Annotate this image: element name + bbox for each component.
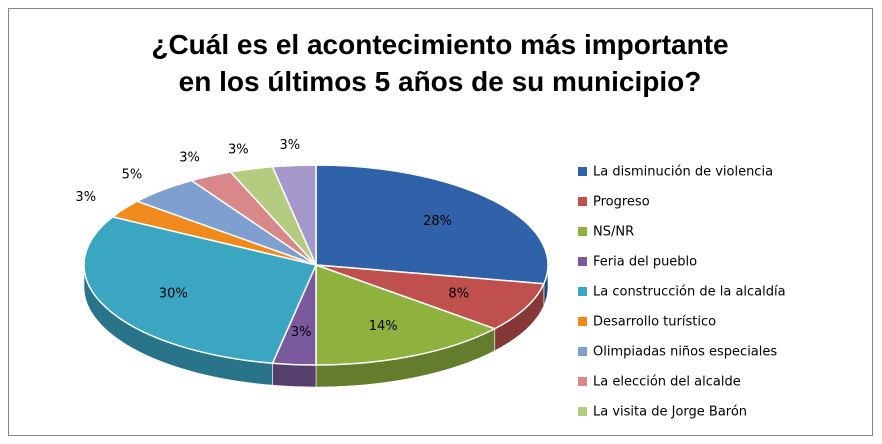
legend-swatch bbox=[578, 257, 587, 266]
chart-border bbox=[8, 8, 873, 436]
legend-swatch bbox=[578, 287, 587, 296]
legend-label: La elección del alcalde bbox=[593, 375, 741, 390]
pie-slice bbox=[315, 164, 549, 285]
data-label: 3% bbox=[228, 142, 249, 157]
pie-slice-side bbox=[272, 362, 317, 388]
data-label: 3% bbox=[179, 151, 200, 166]
legend-label: La disminución de violencia bbox=[593, 165, 773, 180]
data-label: 14% bbox=[369, 319, 398, 334]
legend-label: Feria del pueblo bbox=[593, 255, 697, 270]
legend-label: La visita de Jorge Barón bbox=[593, 405, 747, 420]
legend-swatch bbox=[578, 317, 587, 326]
pie-slice bbox=[83, 216, 318, 365]
data-label: 3% bbox=[291, 325, 312, 340]
data-label: 28% bbox=[423, 214, 452, 229]
pie-slice bbox=[271, 164, 317, 266]
legend-label: Progreso bbox=[593, 195, 650, 210]
legend-label: Olimpiadas niños especiales bbox=[593, 345, 777, 360]
legend-swatch bbox=[578, 377, 587, 386]
data-label: 3% bbox=[279, 138, 300, 153]
chart-title: ¿Cuál es el acontecimiento más important… bbox=[151, 29, 729, 97]
legend-swatch bbox=[578, 167, 587, 176]
pie-slice bbox=[315, 264, 546, 330]
legend-swatch bbox=[578, 197, 587, 206]
pie-slice bbox=[315, 263, 497, 366]
legend-label: La construcción de la alcaldía bbox=[593, 285, 786, 300]
data-label: 8% bbox=[448, 286, 469, 301]
data-label: 30% bbox=[159, 286, 188, 301]
legend-swatch bbox=[578, 347, 587, 356]
data-label: 3% bbox=[75, 190, 96, 205]
pie-tops bbox=[83, 164, 549, 366]
legend-swatch bbox=[578, 227, 587, 236]
legend-label: Desarrollo turístico bbox=[593, 315, 716, 330]
legend-swatch bbox=[578, 407, 587, 416]
legend-label: NS/NR bbox=[593, 225, 634, 240]
data-label: 5% bbox=[122, 167, 143, 182]
